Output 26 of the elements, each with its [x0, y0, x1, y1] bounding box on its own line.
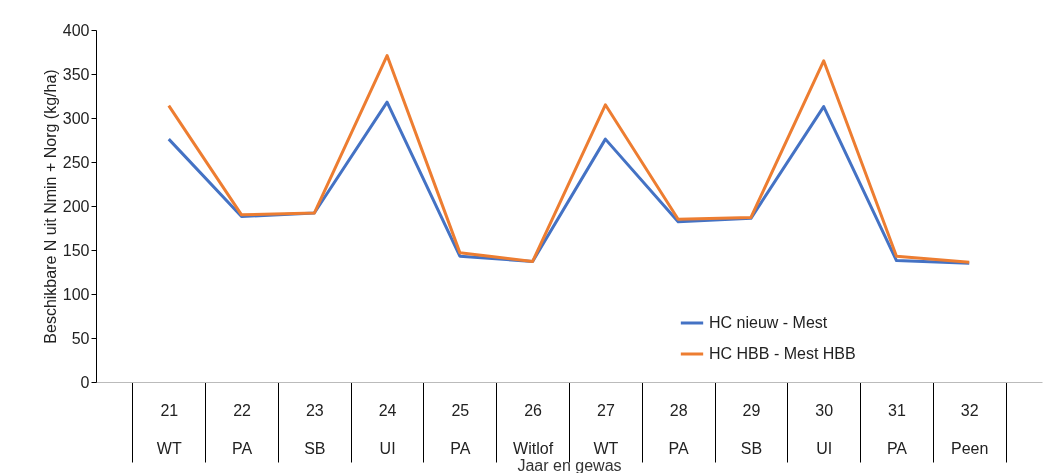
legend-label: HC nieuw - Mest — [709, 314, 828, 331]
category-label: 31 PA — [886, 401, 908, 457]
category-label: 30 UI — [815, 401, 834, 457]
category-label: 32 Peen — [951, 401, 989, 457]
category-label: 24 UI — [378, 401, 397, 457]
y-tick-label: 400 — [62, 21, 90, 39]
y-tick-label: 250 — [62, 153, 90, 171]
y-tick-label: 300 — [62, 109, 90, 127]
category-label: 28 PA — [668, 401, 689, 457]
category-label: 27 WT — [593, 401, 619, 457]
category-label: 29 SB — [740, 401, 763, 457]
category-label: 23 SB — [304, 401, 326, 457]
category-label: 22 PA — [231, 401, 253, 457]
category-label: 21 WT — [156, 401, 182, 457]
legend-label: HC HBB - Mest HBB — [709, 345, 856, 362]
y-tick-label: 100 — [62, 285, 90, 303]
y-tick-label: 50 — [71, 329, 90, 347]
y-tick-label: 200 — [62, 197, 90, 215]
y-tick-label: 350 — [62, 65, 90, 83]
x-axis-title: Jaar en gewas — [517, 456, 622, 473]
y-axis-title: Beschikbare N uit Nmin + Norg (kg/ha) — [41, 69, 59, 344]
line-series — [167, 54, 971, 264]
category-label: 25 PA — [450, 401, 471, 457]
y-tick-label: 150 — [62, 241, 90, 259]
y-tick-label: 0 — [80, 373, 90, 391]
category-label: 26 Witlof — [513, 401, 554, 457]
